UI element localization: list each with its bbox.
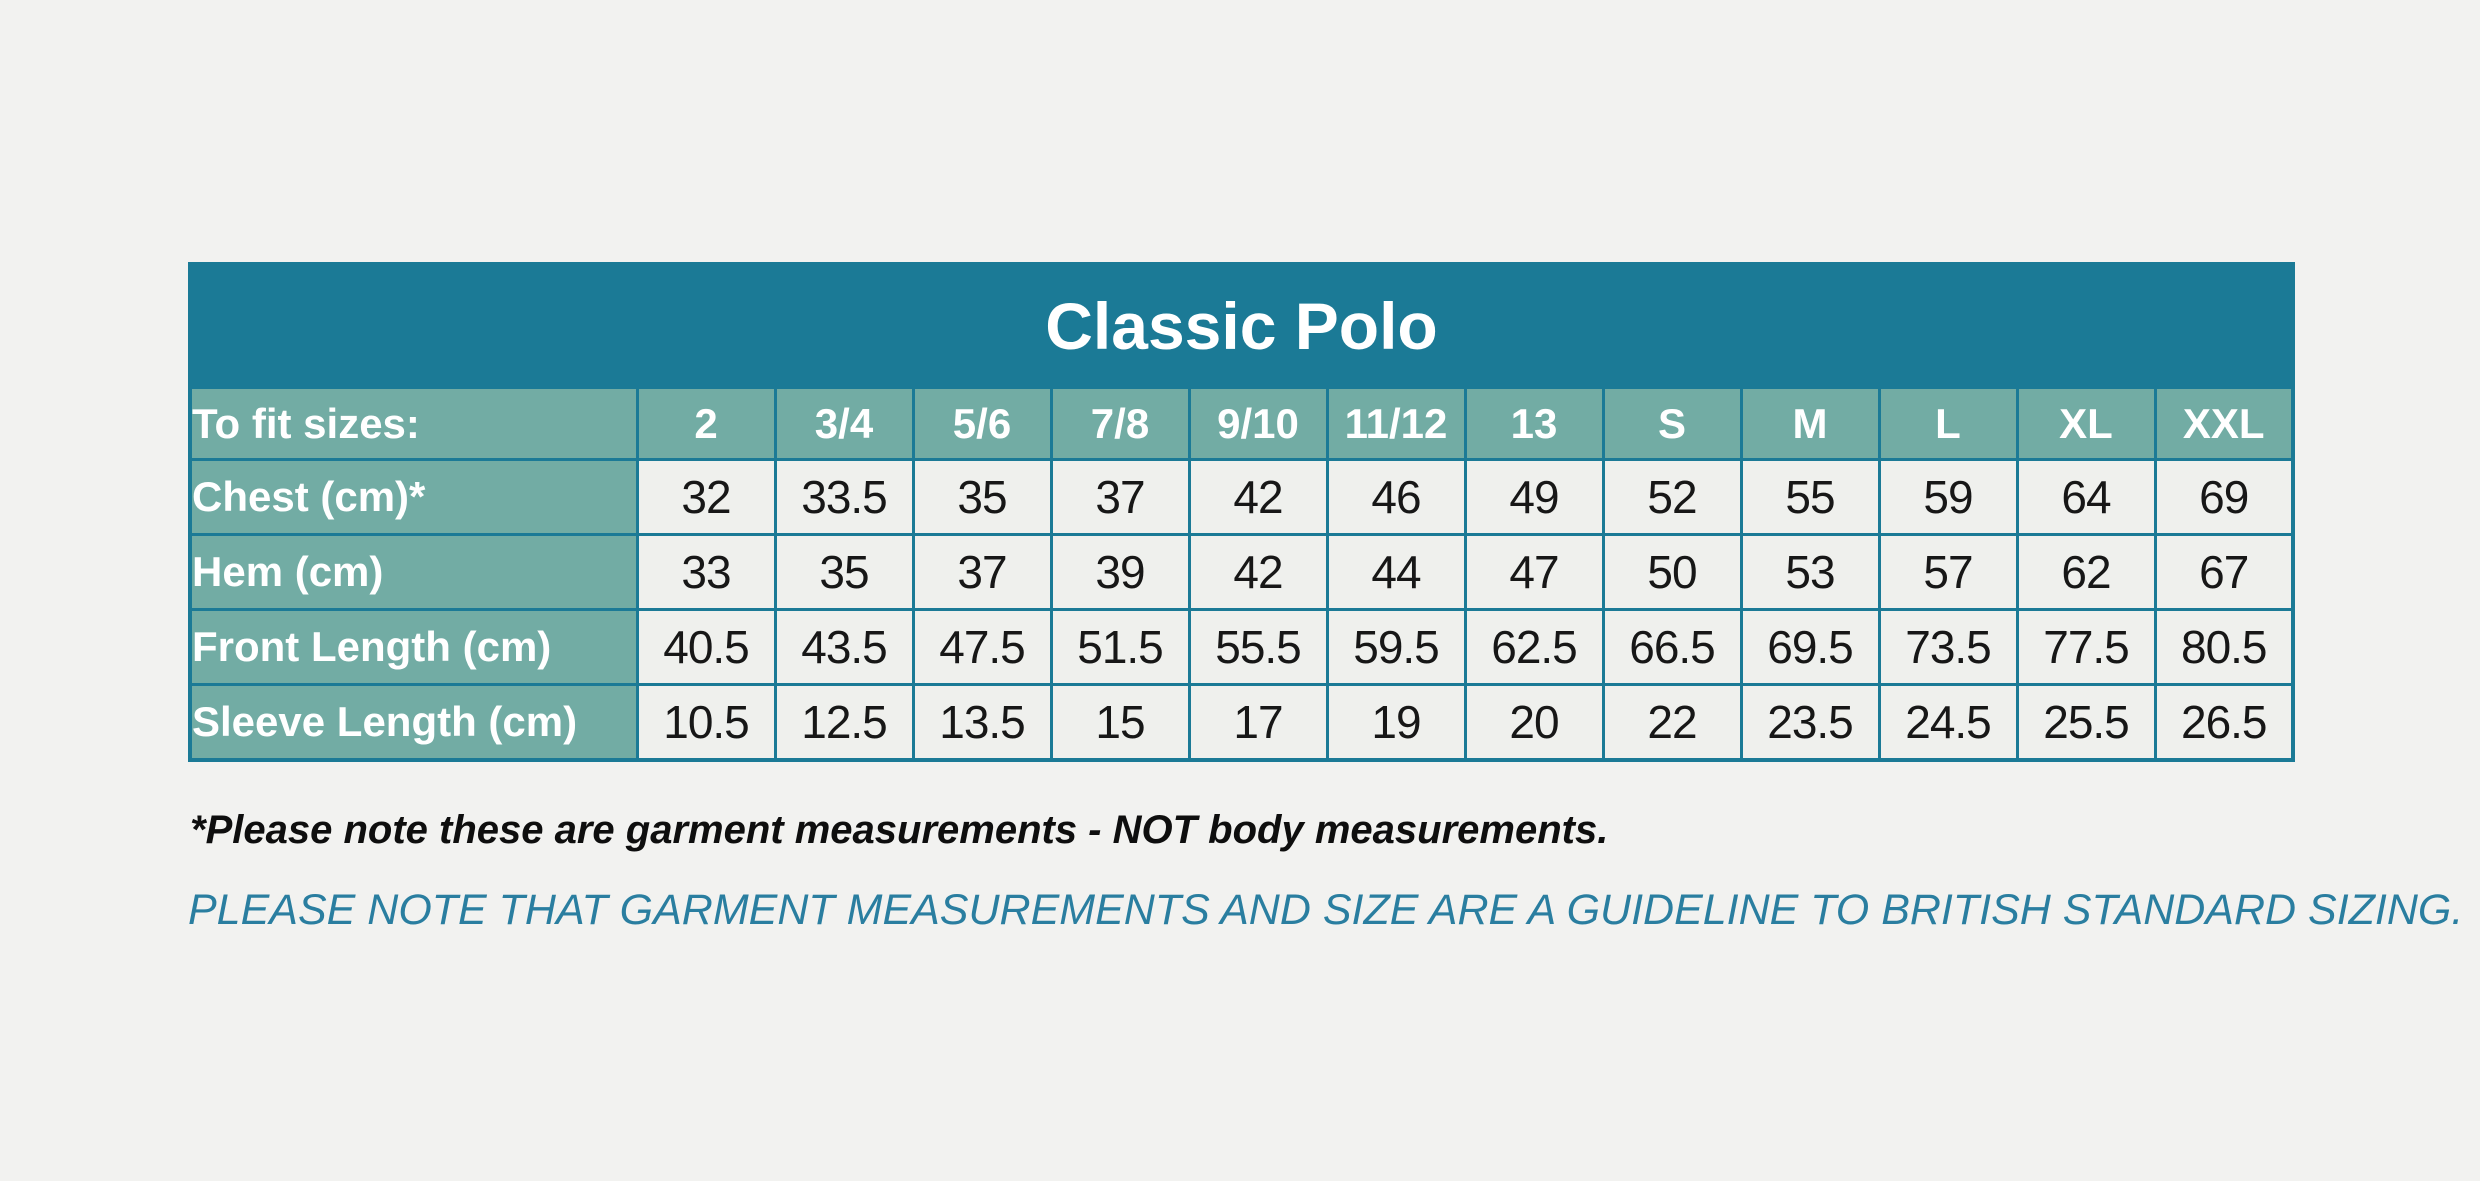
chart-title: Classic Polo bbox=[188, 262, 2295, 389]
hem-value: 62 bbox=[2015, 533, 2157, 611]
chest-value: 35 bbox=[911, 458, 1053, 536]
hem-value: 33 bbox=[635, 533, 777, 611]
row-label-chest: Chest (cm)* bbox=[188, 458, 639, 536]
chest-value: 42 bbox=[1187, 458, 1329, 536]
size-chart: Classic Polo To fit sizes: 2 3/4 5/6 7/8… bbox=[188, 262, 2295, 762]
row-label-sleeve-length: Sleeve Length (cm) bbox=[188, 683, 639, 761]
chest-value: 46 bbox=[1325, 458, 1467, 536]
sleeve-length-value: 13.5 bbox=[911, 683, 1053, 761]
british-standard-sizing-note: PLEASE NOTE THAT GARMENT MEASUREMENTS AN… bbox=[188, 886, 2464, 934]
row-label-front-length: Front Length (cm) bbox=[188, 608, 639, 686]
chest-value: 64 bbox=[2015, 458, 2157, 536]
size-chart-table: Classic Polo To fit sizes: 2 3/4 5/6 7/8… bbox=[188, 262, 2295, 762]
hem-value: 67 bbox=[2153, 533, 2295, 611]
size-header-3-4: 3/4 bbox=[773, 386, 915, 461]
row-label-hem: Hem (cm) bbox=[188, 533, 639, 611]
table-row-chest: Chest (cm)* 32 33.5 35 37 42 46 49 52 55… bbox=[188, 458, 2295, 536]
front-length-value: 40.5 bbox=[635, 608, 777, 686]
front-length-value: 77.5 bbox=[2015, 608, 2157, 686]
size-header-2: 2 bbox=[635, 386, 777, 461]
front-length-value: 43.5 bbox=[773, 608, 915, 686]
table-row-front-length: Front Length (cm) 40.5 43.5 47.5 51.5 55… bbox=[188, 608, 2295, 686]
front-length-value: 55.5 bbox=[1187, 608, 1329, 686]
chest-value: 37 bbox=[1049, 458, 1191, 536]
sleeve-length-value: 26.5 bbox=[2153, 683, 2295, 761]
chest-value: 32 bbox=[635, 458, 777, 536]
front-length-value: 66.5 bbox=[1601, 608, 1743, 686]
hem-value: 53 bbox=[1739, 533, 1881, 611]
sleeve-length-value: 20 bbox=[1463, 683, 1605, 761]
hem-value: 35 bbox=[773, 533, 915, 611]
front-length-value: 47.5 bbox=[911, 608, 1053, 686]
sleeve-length-value: 24.5 bbox=[1877, 683, 2019, 761]
chest-value: 49 bbox=[1463, 458, 1605, 536]
front-length-value: 73.5 bbox=[1877, 608, 2019, 686]
size-header-13: 13 bbox=[1463, 386, 1605, 461]
sleeve-length-value: 25.5 bbox=[2015, 683, 2157, 761]
table-row-hem: Hem (cm) 33 35 37 39 42 44 47 50 53 57 6… bbox=[188, 533, 2295, 611]
size-header-11-12: 11/12 bbox=[1325, 386, 1467, 461]
chest-value: 33.5 bbox=[773, 458, 915, 536]
size-header-xl: XL bbox=[2015, 386, 2157, 461]
chest-value: 52 bbox=[1601, 458, 1743, 536]
table-row-sleeve-length: Sleeve Length (cm) 10.5 12.5 13.5 15 17 … bbox=[188, 683, 2295, 761]
size-header-m: M bbox=[1739, 386, 1881, 461]
front-length-value: 62.5 bbox=[1463, 608, 1605, 686]
size-header-5-6: 5/6 bbox=[911, 386, 1053, 461]
chest-value: 55 bbox=[1739, 458, 1881, 536]
header-label-to-fit-sizes: To fit sizes: bbox=[188, 386, 639, 461]
front-length-value: 80.5 bbox=[2153, 608, 2295, 686]
size-header-7-8: 7/8 bbox=[1049, 386, 1191, 461]
hem-value: 37 bbox=[911, 533, 1053, 611]
hem-value: 50 bbox=[1601, 533, 1743, 611]
hem-value: 42 bbox=[1187, 533, 1329, 611]
chest-value: 59 bbox=[1877, 458, 2019, 536]
sleeve-length-value: 10.5 bbox=[635, 683, 777, 761]
size-header-l: L bbox=[1877, 386, 2019, 461]
front-length-value: 69.5 bbox=[1739, 608, 1881, 686]
title-row: Classic Polo bbox=[188, 262, 2295, 389]
sleeve-length-value: 23.5 bbox=[1739, 683, 1881, 761]
hem-value: 39 bbox=[1049, 533, 1191, 611]
front-length-value: 51.5 bbox=[1049, 608, 1191, 686]
size-header-9-10: 9/10 bbox=[1187, 386, 1329, 461]
sleeve-length-value: 17 bbox=[1187, 683, 1329, 761]
front-length-value: 59.5 bbox=[1325, 608, 1467, 686]
sleeve-length-value: 22 bbox=[1601, 683, 1743, 761]
size-header-xxl: XXL bbox=[2153, 386, 2295, 461]
hem-value: 44 bbox=[1325, 533, 1467, 611]
sleeve-length-value: 19 bbox=[1325, 683, 1467, 761]
garment-measurements-note: *Please note these are garment measureme… bbox=[190, 808, 1609, 852]
hem-value: 57 bbox=[1877, 533, 2019, 611]
chest-value: 69 bbox=[2153, 458, 2295, 536]
hem-value: 47 bbox=[1463, 533, 1605, 611]
size-header-s: S bbox=[1601, 386, 1743, 461]
sleeve-length-value: 12.5 bbox=[773, 683, 915, 761]
header-row: To fit sizes: 2 3/4 5/6 7/8 9/10 11/12 1… bbox=[188, 386, 2295, 461]
sleeve-length-value: 15 bbox=[1049, 683, 1191, 761]
